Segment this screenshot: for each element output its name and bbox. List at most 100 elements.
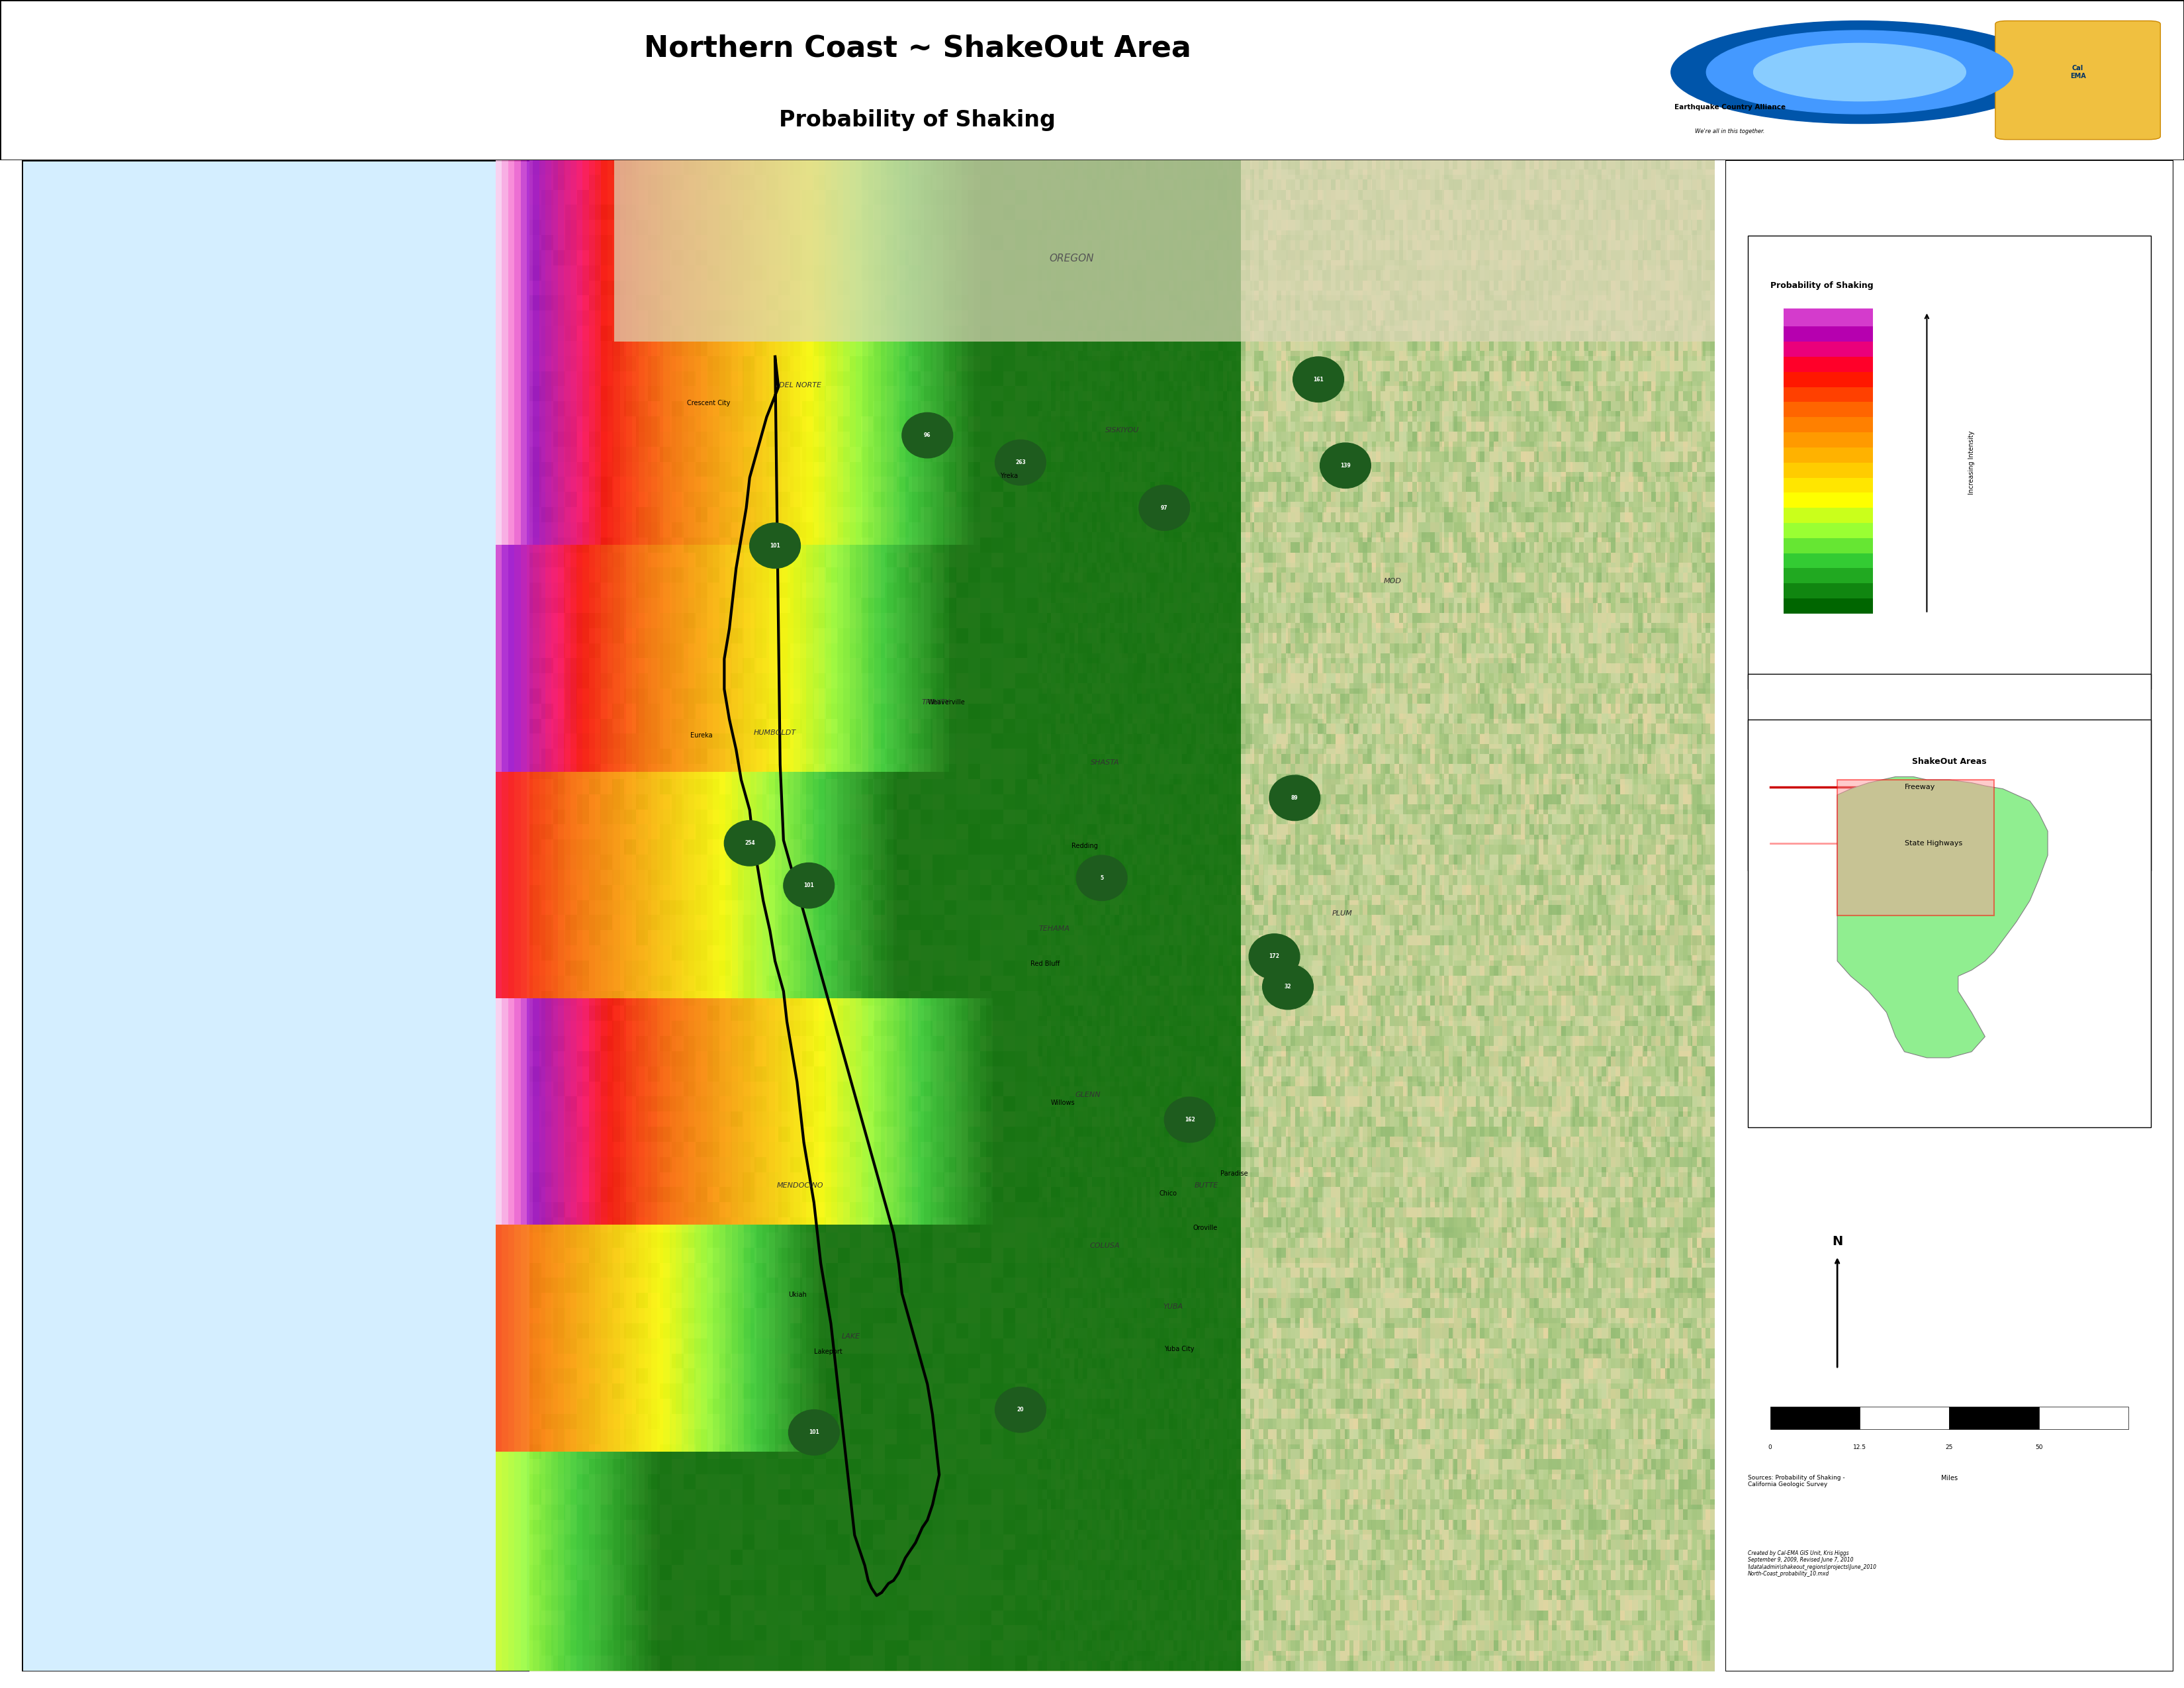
Text: 97: 97: [1162, 505, 1168, 511]
Bar: [1784, 505, 1874, 523]
Bar: [1784, 474, 1874, 493]
Text: 161: 161: [1313, 376, 1324, 383]
Text: GLENN: GLENN: [1075, 1092, 1101, 1099]
Text: 101: 101: [804, 883, 815, 888]
Text: State Highways: State Highways: [1904, 841, 1961, 847]
Text: N: N: [1832, 1236, 1843, 1247]
Text: Lakeport: Lakeport: [815, 1349, 843, 1355]
Text: 32: 32: [1284, 984, 1291, 989]
Circle shape: [1269, 775, 1319, 820]
Text: We're all in this together.: We're all in this together.: [1695, 128, 1765, 135]
Text: Crescent City: Crescent City: [688, 400, 729, 407]
Text: PLUM: PLUM: [1332, 910, 1352, 917]
Text: Ukiah: Ukiah: [788, 1291, 806, 1298]
Text: Yuba City: Yuba City: [1164, 1345, 1195, 1352]
Bar: [1784, 459, 1874, 478]
Bar: [1784, 444, 1874, 463]
Bar: [1784, 354, 1874, 371]
Bar: [1784, 596, 1874, 614]
Text: SISKIYOU: SISKIYOU: [1105, 427, 1140, 434]
Bar: [1784, 429, 1874, 447]
Circle shape: [902, 412, 952, 457]
Text: Probability of Shaking: Probability of Shaking: [1769, 282, 1874, 290]
Bar: [1769, 1406, 1861, 1430]
Circle shape: [749, 523, 799, 569]
Text: Willows: Willows: [1051, 1099, 1075, 1106]
Text: Freeway: Freeway: [1904, 783, 1935, 790]
Circle shape: [1262, 964, 1313, 1009]
Circle shape: [788, 1409, 839, 1455]
Bar: [1784, 490, 1874, 508]
Text: MENDOCINO: MENDOCINO: [778, 1182, 823, 1188]
Text: TEHAMA: TEHAMA: [1040, 925, 1070, 932]
Text: 101: 101: [769, 542, 780, 549]
Text: 162: 162: [1184, 1117, 1195, 1123]
Text: OREGON: OREGON: [1048, 253, 1094, 263]
Text: 25: 25: [1946, 1445, 1952, 1450]
Text: MOD: MOD: [1385, 577, 1402, 584]
Circle shape: [784, 863, 834, 908]
Bar: [1784, 398, 1874, 417]
Text: 0: 0: [1769, 1445, 1771, 1450]
Text: Northern Coast ~ ShakeOut Area: Northern Coast ~ ShakeOut Area: [644, 34, 1190, 62]
Text: HUMBOLDT: HUMBOLDT: [753, 729, 797, 736]
Text: Created by Cal-EMA GIS Unit, Kris Higgs
September 9, 2009, Revised June 7, 2010
: Created by Cal-EMA GIS Unit, Kris Higgs …: [1747, 1550, 1876, 1577]
Text: 96: 96: [924, 432, 930, 439]
Bar: [1948, 1406, 2040, 1430]
Polygon shape: [614, 130, 1714, 341]
Bar: [1859, 1406, 1948, 1430]
Text: 5: 5: [1101, 874, 1103, 881]
Text: 254: 254: [745, 841, 756, 846]
Text: 139: 139: [1341, 463, 1350, 469]
Text: Cal
EMA: Cal EMA: [2070, 66, 2086, 79]
Bar: [1784, 535, 1874, 554]
Text: 101: 101: [808, 1430, 819, 1435]
Text: 50: 50: [2035, 1445, 2042, 1450]
Circle shape: [1754, 44, 1966, 101]
Text: Probability of Shaking: Probability of Shaking: [780, 110, 1055, 132]
Text: BUTTE: BUTTE: [1195, 1182, 1219, 1188]
Bar: [1747, 719, 2151, 1128]
FancyBboxPatch shape: [1996, 20, 2160, 140]
Bar: [1747, 236, 2151, 689]
Text: 20: 20: [1018, 1406, 1024, 1413]
Polygon shape: [1837, 776, 2049, 1058]
Bar: [1784, 383, 1874, 402]
Circle shape: [1319, 442, 1372, 488]
Text: LAKE: LAKE: [841, 1334, 860, 1340]
Bar: [1837, 780, 1994, 915]
Text: Red Bluff: Red Bluff: [1031, 960, 1059, 967]
Circle shape: [1293, 356, 1343, 402]
Circle shape: [996, 1388, 1046, 1433]
Text: TRINITY: TRINITY: [922, 699, 950, 706]
Text: Eureka: Eureka: [690, 733, 712, 739]
Bar: [1784, 414, 1874, 432]
Text: Miles: Miles: [1942, 1475, 1957, 1482]
Text: Weaverville: Weaverville: [928, 699, 965, 706]
Bar: [1784, 565, 1874, 584]
Text: Redding: Redding: [1072, 842, 1099, 849]
Text: ShakeOut Areas: ShakeOut Areas: [1911, 758, 1987, 766]
Text: YUBA: YUBA: [1162, 1303, 1184, 1310]
Circle shape: [1164, 1097, 1214, 1143]
Circle shape: [1249, 933, 1299, 979]
Text: Paradise: Paradise: [1221, 1170, 1247, 1177]
Text: COLUSA: COLUSA: [1090, 1242, 1120, 1249]
Circle shape: [1140, 484, 1190, 530]
Text: Yreka: Yreka: [1000, 473, 1018, 479]
Text: 89: 89: [1291, 795, 1297, 800]
Text: DEL NORTE: DEL NORTE: [780, 381, 821, 388]
Text: Sources: Probability of Shaking -
California Geologic Survey: Sources: Probability of Shaking - Califo…: [1747, 1475, 1845, 1487]
Polygon shape: [614, 160, 1714, 341]
Bar: [1784, 550, 1874, 569]
Circle shape: [725, 820, 775, 866]
Text: 12.5: 12.5: [1852, 1445, 1867, 1450]
Bar: [1784, 520, 1874, 538]
Bar: [1784, 309, 1874, 326]
Text: 172: 172: [1269, 954, 1280, 959]
Circle shape: [1077, 856, 1127, 901]
Text: Earthquake Country Alliance: Earthquake Country Alliance: [1675, 105, 1787, 111]
Text: SHASTA: SHASTA: [1090, 760, 1120, 766]
Bar: [1784, 324, 1874, 341]
Circle shape: [1706, 30, 2014, 113]
